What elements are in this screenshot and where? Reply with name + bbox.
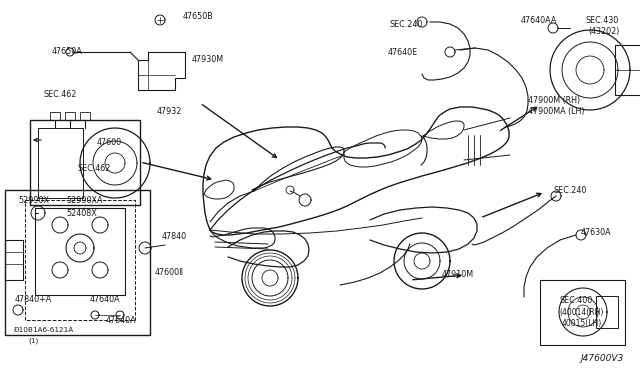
Text: (43202): (43202) (588, 27, 620, 36)
Text: 47630A: 47630A (581, 228, 612, 237)
Bar (5, 190, 150, 335)
Bar (540, 280, 625, 345)
Bar (65, 112, 75, 120)
Text: 47900M (RH): 47900M (RH) (528, 96, 580, 105)
Text: 47650B: 47650B (183, 12, 214, 21)
Bar (596, 296, 618, 328)
Text: SEC.430: SEC.430 (586, 16, 620, 25)
Text: 40015(LH): 40015(LH) (562, 319, 602, 328)
Text: J47600V3: J47600V3 (580, 354, 623, 363)
Bar (615, 45, 640, 95)
Text: SEC.240: SEC.240 (390, 20, 424, 29)
Text: 47910M: 47910M (442, 270, 474, 279)
Text: 47600: 47600 (97, 138, 122, 147)
Text: 52408X: 52408X (66, 209, 97, 218)
Text: 47930M: 47930M (192, 55, 224, 64)
Text: SEC.462: SEC.462 (44, 90, 77, 99)
Text: 47840: 47840 (162, 232, 187, 241)
Text: 47840+A: 47840+A (15, 295, 52, 304)
Bar (50, 112, 60, 120)
Text: 47640A: 47640A (90, 295, 120, 304)
Bar (5, 240, 23, 280)
Bar (80, 112, 90, 120)
Text: 52990XA: 52990XA (66, 196, 102, 205)
Text: SEC.462: SEC.462 (78, 164, 111, 173)
Text: 47640A: 47640A (106, 316, 136, 325)
Text: 47650A: 47650A (52, 47, 83, 56)
Text: SEC.240: SEC.240 (554, 186, 588, 195)
Text: 52990X: 52990X (18, 196, 49, 205)
Text: 47932: 47932 (157, 107, 182, 116)
Text: 47640E: 47640E (388, 48, 418, 57)
Text: 47640AA: 47640AA (521, 16, 557, 25)
Text: 47600Ⅱ: 47600Ⅱ (155, 268, 184, 277)
Bar (30, 120, 140, 205)
Text: 47900MA (LH): 47900MA (LH) (528, 107, 584, 116)
Bar (38, 128, 83, 198)
Text: (40014(RH): (40014(RH) (559, 308, 604, 317)
Text: (1): (1) (28, 337, 38, 343)
Bar (25, 200, 135, 320)
Text: SEC.400: SEC.400 (559, 296, 592, 305)
Text: Ð10B1A6-6121A: Ð10B1A6-6121A (14, 327, 74, 333)
